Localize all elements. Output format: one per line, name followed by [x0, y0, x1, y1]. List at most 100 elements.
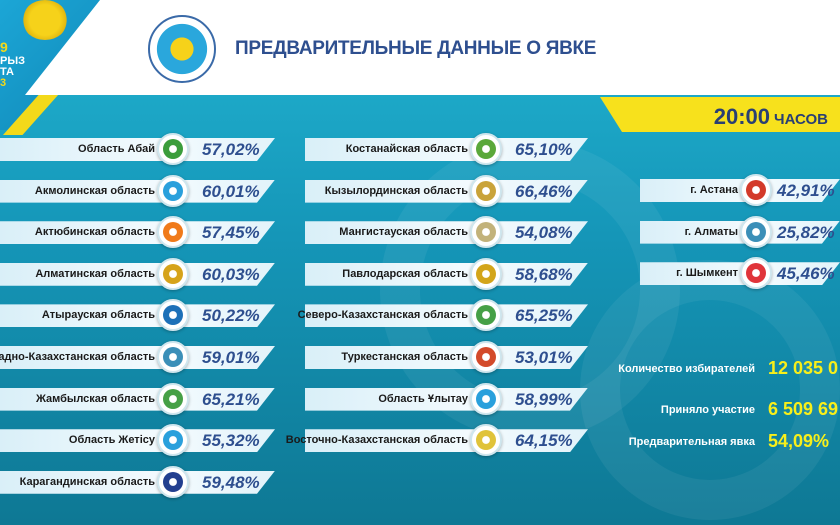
region-name: г. Шымкент	[676, 267, 738, 280]
aktobe-emblem-icon	[157, 216, 189, 249]
turnout-value: 60,03%	[202, 264, 260, 284]
ulytau-emblem-icon	[470, 382, 502, 415]
region-row-bar	[0, 263, 275, 286]
zhetisu-emblem-icon	[157, 424, 189, 457]
wko-emblem-icon	[157, 341, 189, 373]
region-row-bar	[0, 180, 275, 203]
almaty-emblem-icon	[740, 215, 772, 248]
region-name: г. Астана	[690, 184, 738, 196]
region-name: г. Алматы	[684, 225, 738, 238]
region-row-bar	[305, 221, 588, 244]
region-row-bar	[305, 180, 588, 203]
turnout-value: 65,25%	[515, 306, 573, 326]
corner-text: ТА	[0, 66, 14, 78]
turnout-value: 65,10%	[515, 140, 573, 159]
astana-emblem-icon	[740, 174, 772, 206]
emblem-mark	[746, 180, 766, 200]
region-row-bar	[305, 346, 588, 369]
region-name: Актюбинская область	[34, 226, 155, 239]
emblem-mark	[163, 263, 183, 284]
region-row-bar	[0, 388, 275, 411]
turnout-value: 55,32%	[202, 431, 260, 451]
region-row-bar	[0, 138, 275, 161]
turnout-value: 54,08%	[515, 223, 573, 243]
region-name: Область Жетісу	[68, 434, 155, 447]
emblem-mark	[476, 263, 496, 284]
turnout-value: 64,15%	[515, 431, 573, 451]
region-row-bar	[305, 388, 588, 411]
turnout-value: 42,91%	[777, 181, 835, 200]
region-row-bar	[305, 304, 588, 327]
region-name: Кызылординская область	[324, 184, 468, 197]
turnout-value: 58,68%	[515, 264, 573, 284]
karaganda-emblem-icon	[157, 465, 189, 498]
corner-text: РЫЗ	[0, 55, 25, 67]
emblem-mark	[163, 139, 183, 159]
stat-label: Предварительная явка	[628, 436, 755, 448]
stat-value: 6 509 69	[768, 399, 839, 419]
turnout-value: 60,01%	[202, 181, 260, 201]
region-name: Область Ұлытау	[378, 392, 468, 405]
mangystau-emblem-icon	[470, 216, 502, 249]
corner-text: 9	[0, 39, 8, 55]
kyzylorda-emblem-icon	[470, 174, 502, 207]
kostanay-emblem-icon	[470, 133, 502, 165]
turnout-value: 57,45%	[202, 223, 260, 243]
region-row-bar	[0, 346, 275, 369]
region-row-bar	[0, 471, 275, 494]
turnout-value: 59,01%	[202, 348, 260, 367]
region-name: Алматинская область	[35, 267, 155, 280]
region-row-bar	[305, 429, 588, 452]
background-swirl	[580, 260, 840, 520]
region-name: Западно-Казахстанская область	[0, 351, 155, 363]
region-name: Область Абай	[78, 143, 155, 155]
region-name: Павлодарская область	[342, 267, 468, 280]
time-unit: ЧАСОВ	[774, 111, 828, 128]
emblem-mark	[163, 471, 183, 492]
emblem-mark	[476, 222, 496, 243]
region-name: Карагандинская область	[19, 475, 155, 488]
emblem-mark	[163, 305, 183, 326]
turnout-value: 50,22%	[202, 306, 260, 326]
sun-icon	[22, 0, 68, 40]
region-name: Северо-Казахстанская область	[297, 309, 468, 322]
stat-value: 12 035 0	[768, 358, 839, 378]
emblem-mark	[476, 430, 496, 451]
turnout-value: 57,02%	[202, 140, 260, 159]
emblem-mark	[476, 305, 496, 326]
stat-value: 54,09%	[768, 431, 830, 451]
emblem-mark	[476, 139, 496, 159]
page-title: ПРЕДВАРИТЕЛЬНЫЕ ДАННЫЕ О ЯВКЕ	[235, 38, 597, 59]
almaty-region-emblem-icon	[157, 257, 189, 290]
emblem-mark	[476, 180, 496, 201]
emblem-mark	[746, 263, 766, 284]
pavlodar-emblem-icon	[470, 257, 502, 290]
region-row-bar	[305, 263, 588, 286]
time-value: 20:00	[713, 104, 771, 129]
region-name: Восточно-Казахстанская область	[285, 434, 468, 447]
abai-emblem-icon	[157, 133, 189, 165]
region-row-bar	[0, 429, 275, 452]
atyrau-emblem-icon	[157, 299, 189, 332]
region-row-bar	[305, 138, 588, 161]
shymkent-emblem-icon	[740, 257, 772, 290]
zhambyl-emblem-icon	[157, 382, 189, 415]
time-label: 20:00 ЧАСОВ	[714, 104, 828, 130]
turnout-value: 65,21%	[202, 389, 260, 409]
stat-label: Приняло участие	[660, 404, 755, 416]
turkestan-emblem-icon	[470, 341, 502, 373]
region-name: Туркестанская область	[341, 351, 468, 363]
region-name: Мангистауская область	[339, 226, 468, 239]
turnout-value: 59,48%	[202, 472, 260, 492]
turnout-value: 45,46%	[777, 264, 835, 284]
emblem-mark	[476, 347, 496, 367]
emblem-mark	[163, 388, 183, 409]
turnout-value: 58,99%	[515, 389, 573, 409]
stat-label: Количество избирателей	[618, 363, 755, 375]
turnout-value: 66,46%	[515, 181, 573, 201]
region-name: Жамбылская область	[35, 392, 155, 405]
turnout-value: 53,01%	[515, 348, 573, 367]
emblem-mark	[163, 347, 183, 367]
emblem-mark	[163, 180, 183, 201]
emblem-mark	[746, 221, 766, 242]
